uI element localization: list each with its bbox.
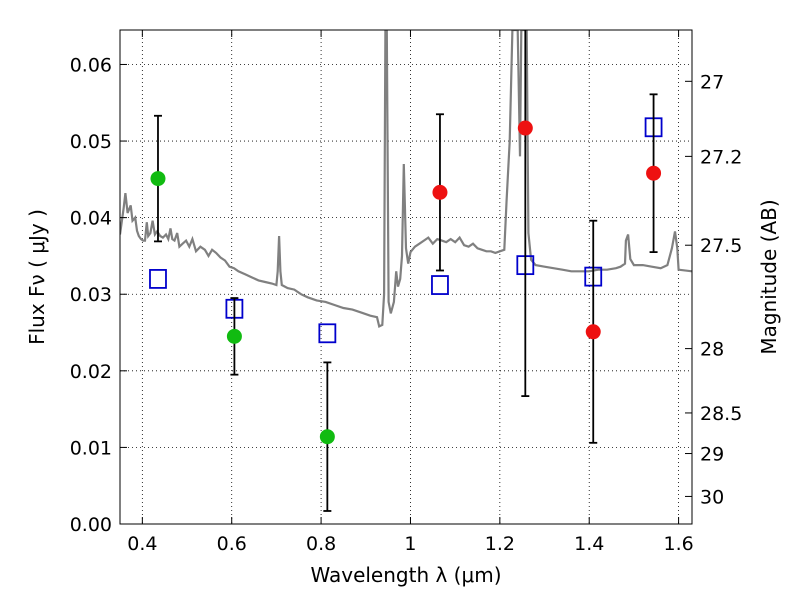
right-tick-label: 28 bbox=[700, 339, 724, 361]
y-tick-label: 0.01 bbox=[70, 437, 112, 459]
right-tick-label: 30 bbox=[700, 486, 724, 508]
right-tick-label: 27.5 bbox=[700, 235, 742, 257]
y-tick-label: 0.00 bbox=[70, 514, 112, 536]
red-data-point bbox=[432, 184, 448, 200]
green-data-point bbox=[319, 429, 335, 445]
right-tick-label: 28.5 bbox=[700, 403, 742, 425]
x-tick-label: 1 bbox=[404, 533, 416, 555]
right-tick-label: 29 bbox=[700, 444, 724, 466]
model-spectrum-line bbox=[120, 30, 692, 328]
x-tick-label: 0.8 bbox=[306, 533, 336, 555]
x-tick-label: 1.2 bbox=[485, 533, 515, 555]
plot-area bbox=[120, 30, 692, 512]
y-axis-label: Flux Fν ( μJy ) bbox=[25, 209, 49, 345]
y-tick-label: 0.04 bbox=[70, 208, 112, 230]
x-tick-label: 1.4 bbox=[574, 533, 604, 555]
x-axis-label: Wavelength λ (μm) bbox=[310, 563, 501, 587]
green-data-point bbox=[150, 171, 166, 187]
y-tick-label: 0.06 bbox=[70, 54, 112, 76]
red-data-point bbox=[646, 165, 662, 181]
x-tick-label: 0.6 bbox=[217, 533, 247, 555]
red-data-point bbox=[517, 120, 533, 136]
green-data-point bbox=[226, 328, 242, 344]
right-tick-label: 27 bbox=[700, 71, 724, 93]
right-tick-label: 27.2 bbox=[700, 146, 742, 168]
x-tick-label: 0.4 bbox=[127, 533, 157, 555]
model-flux-square bbox=[318, 323, 337, 344]
model-flux-square bbox=[149, 269, 167, 289]
x-tick-label: 1.6 bbox=[663, 533, 693, 555]
ticks: 0.4 0.6 0.8 1 1.2 1.4 1.6 0.00 0.01 0.02 0.03 0.04 0… bbox=[70, 30, 742, 555]
red-data-point bbox=[585, 324, 601, 340]
right-axis-label: Magnitude (AB) bbox=[757, 199, 781, 354]
grid bbox=[120, 30, 692, 525]
y-tick-label: 0.05 bbox=[70, 131, 112, 153]
y-tick-label: 0.03 bbox=[70, 284, 112, 306]
model-flux-square bbox=[431, 275, 449, 295]
y-tick-label: 0.02 bbox=[70, 361, 112, 383]
axes-frame bbox=[119, 29, 693, 525]
